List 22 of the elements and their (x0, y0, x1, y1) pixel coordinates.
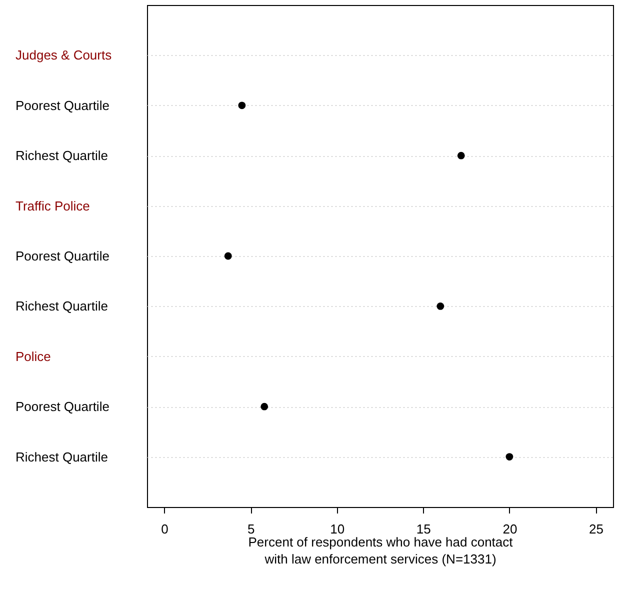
point (224, 252, 232, 260)
y-tick-label: Poorest Quartile (16, 399, 110, 414)
point (506, 453, 514, 460)
x-axis-title: Percent of respondents who have had contact with law enforcement services (N=1331) (248, 534, 514, 566)
x-tick-label: 5 (247, 522, 255, 536)
point (260, 402, 268, 410)
y-tick-label: Richest Quartile (16, 449, 108, 464)
point (436, 302, 444, 310)
y-tick-label: Police (16, 348, 51, 364)
x-tick-label: 0 (161, 522, 168, 536)
y-tick-label: Poorest Quartile (16, 98, 110, 113)
point (457, 152, 465, 160)
y-tick-label: Richest Quartile (16, 148, 108, 164)
x-tick-label: 20 (502, 522, 518, 536)
x-tick-label: 15 (416, 522, 431, 536)
x-tick-label: 25 (589, 522, 604, 536)
y-tick-label: Traffic Police (16, 198, 90, 214)
point (238, 102, 246, 110)
y-tick-label: Judges & Courts (16, 48, 112, 63)
x-tick-label: 10 (330, 522, 345, 536)
y-tick-label: Richest Quartile (16, 298, 108, 314)
y-tick-label: Poorest Quartile (16, 248, 110, 264)
